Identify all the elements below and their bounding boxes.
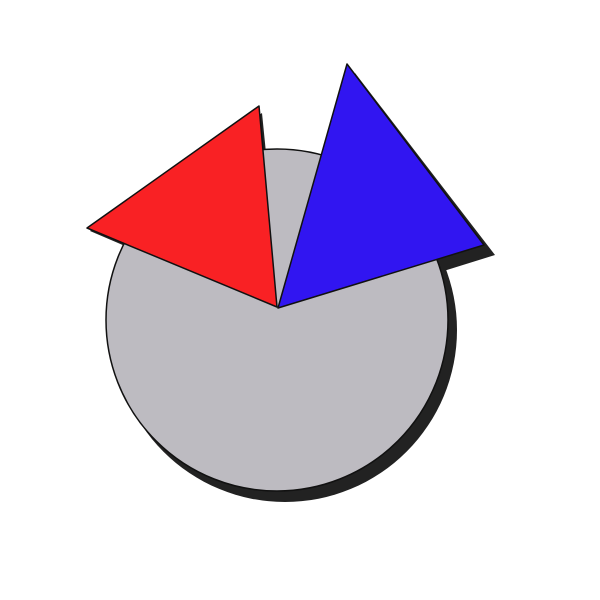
red-wedge <box>86 105 278 308</box>
blue-wedge <box>277 63 485 309</box>
